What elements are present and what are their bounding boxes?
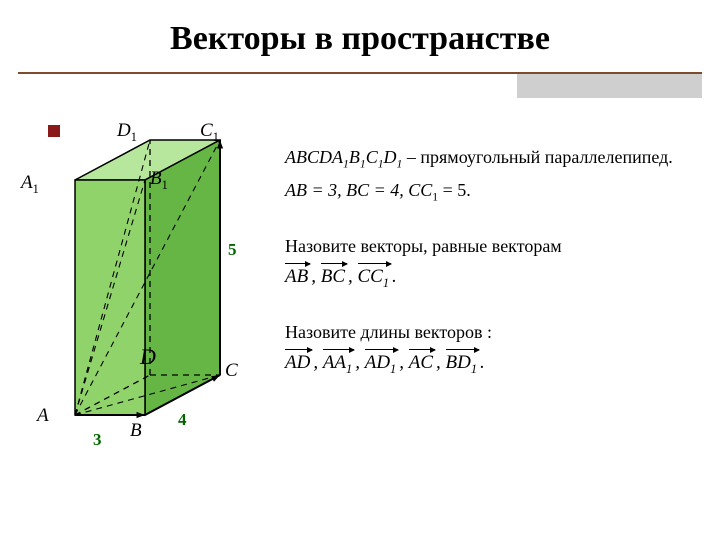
vector-AB: AB [285, 264, 308, 290]
vector-AC: AC [409, 350, 433, 376]
given-line: ABCDA1B1C1D1 – прямоугольный параллелепи… [285, 145, 705, 172]
title-accent-block [517, 74, 702, 98]
problem-text: ABCDA1B1C1D1 – прямоугольный параллелепи… [285, 145, 705, 383]
dim-3: 3 [93, 430, 102, 450]
vector-CC₁: CC1 [358, 264, 390, 291]
vector-AA₁: AA1 [323, 350, 352, 377]
prism-diagram: A B C D A1 B1 C1 D1 3 4 5 [45, 120, 275, 460]
label-A1: A1 [21, 172, 39, 197]
label-B1: B1 [150, 168, 168, 193]
dim-4: 4 [178, 410, 187, 430]
label-C1: C1 [200, 120, 219, 145]
label-D1: D1 [117, 120, 137, 145]
vector-list-1: AB, BC, CC1. [285, 264, 705, 291]
dims-line: AB = 3, BC = 4, CC1 = 5. [285, 178, 705, 205]
task2-text: Назовите длины векторов : [285, 320, 705, 344]
vector-BD₁: BD1 [446, 350, 478, 377]
page-title: Векторы в пространстве [0, 0, 720, 58]
vector-list-2: AD, AA1, AD1, AC, BD1. [285, 350, 705, 377]
vector-AD: AD [285, 350, 310, 376]
vector-BC: BC [321, 264, 345, 290]
label-D: D [140, 344, 156, 370]
label-A: A [37, 405, 49, 427]
task1-text: Назовите векторы, равные векторам [285, 234, 705, 258]
vector-AD₁: AD1 [365, 350, 397, 377]
label-C: C [225, 360, 238, 382]
dim-5: 5 [228, 240, 237, 260]
label-B: B [130, 420, 142, 442]
